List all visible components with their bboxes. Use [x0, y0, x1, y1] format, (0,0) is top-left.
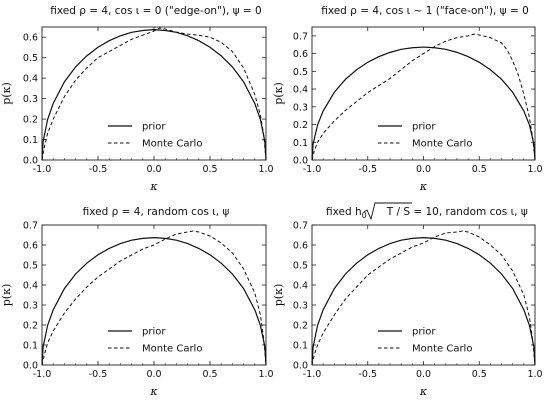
y-tick-label: 0.7	[293, 221, 308, 232]
x-tick-label: 1.0	[258, 369, 273, 380]
y-axis-label: p(κ)	[0, 82, 13, 105]
chart-title: fixed ρ = 4, cos ι = 0 ("edge-on"), ψ = …	[50, 5, 261, 17]
x-tick-label: 1.0	[527, 164, 542, 175]
y-tick-label: 0.3	[23, 301, 38, 312]
y-tick-label: 0.3	[23, 94, 38, 105]
x-tick-label: -0.5	[89, 369, 108, 380]
y-tick-label: 0.0	[23, 156, 38, 167]
title-suffix: = 10, random cos ι, ψ	[410, 206, 528, 218]
x-tick-label: -0.5	[358, 369, 377, 380]
legend-label-prior: prior	[142, 327, 166, 338]
chart-title-text: fixed h0 T / S = 10, random cos ι, ψ	[326, 206, 528, 220]
x-tick-label: -1.0	[303, 164, 322, 175]
x-tick-label: -1.0	[33, 369, 52, 380]
y-tick-label: 0.0	[293, 361, 308, 372]
legend-label-monte-carlo: Monte Carlo	[412, 344, 472, 355]
x-axis-label: κ	[149, 385, 158, 398]
x-tick-label: 0.0	[146, 369, 161, 380]
x-tick-label: 0.5	[472, 369, 487, 380]
y-tick-label: 0.1	[293, 138, 308, 149]
panel-2: fixed ρ = 4, cos ι ~ 1 ("face-on"), ψ = …	[272, 5, 543, 193]
chart-title: fixed h0 T / S = 10, random cos ι, ψ	[326, 202, 528, 221]
y-tick-label: 0.6	[293, 49, 308, 60]
legend: prior Monte Carlo	[378, 327, 472, 355]
y-tick-label: 0.5	[23, 261, 38, 272]
x-tick-label: 0.5	[472, 164, 487, 175]
x-tick-label: -1.0	[303, 369, 322, 380]
x-tick-label: 0.0	[146, 164, 161, 175]
panel-4: fixed h0 T / S = 10, random cos ι, ψ -1.0 -…	[272, 202, 543, 398]
y-axis-label: p(κ)	[0, 284, 13, 307]
y-tick-label: 0.6	[293, 241, 308, 252]
legend: prior Monte Carlo	[108, 122, 202, 150]
series-line-monte-carlo	[311, 230, 536, 366]
panel-1: fixed ρ = 4, cos ι = 0 ("edge-on"), ψ = …	[0, 5, 274, 193]
panel-3: fixed ρ = 4, random cos ι, ψ -1.0 -0.5 0.0 0…	[0, 206, 274, 398]
x-tick-label: -1.0	[33, 164, 52, 175]
chart-title: fixed ρ = 4, cos ι ~ 1 ("face-on"), ψ = …	[321, 5, 529, 17]
x-tick-label: 1.0	[527, 369, 542, 380]
x-tick-label: 0.0	[416, 164, 431, 175]
y-tick-label: 0.5	[293, 67, 308, 78]
x-tick-label: -0.5	[89, 164, 108, 175]
y-tick-label: 0.6	[23, 33, 38, 44]
series-line-prior	[41, 236, 267, 366]
legend: prior Monte Carlo	[378, 122, 472, 150]
legend-label-monte-carlo: Monte Carlo	[142, 344, 202, 355]
y-tick-label: 0.4	[293, 281, 308, 292]
series-line-monte-carlo	[41, 230, 267, 366]
y-tick-label: 0.7	[293, 31, 308, 42]
title-subscript: 0	[362, 211, 367, 220]
x-tick-label: 0.5	[202, 369, 217, 380]
y-tick-label: 0.4	[23, 74, 38, 85]
y-tick-label: 0.3	[293, 102, 308, 113]
y-tick-label: 0.6	[23, 241, 38, 252]
series-line-prior	[41, 29, 267, 161]
title-prefix: fixed h	[326, 206, 362, 218]
legend-label-monte-carlo: Monte Carlo	[142, 139, 202, 150]
y-tick-label: 0.2	[293, 321, 308, 332]
sqrt-radical-sign	[363, 202, 412, 221]
y-tick-label: 0.1	[23, 341, 38, 352]
legend-label-prior: prior	[412, 122, 436, 133]
y-tick-label: 0.0	[293, 156, 308, 167]
y-tick-label: 0.0	[23, 361, 38, 372]
legend-label-prior: prior	[412, 327, 436, 338]
y-tick-label: 0.5	[23, 53, 38, 64]
y-tick-label: 0.5	[293, 261, 308, 272]
chart-title: fixed ρ = 4, random cos ι, ψ	[83, 206, 230, 218]
y-tick-label: 0.1	[23, 135, 38, 146]
x-tick-label: -0.5	[358, 164, 377, 175]
x-axis-label: κ	[149, 180, 158, 193]
y-axis-label: p(κ)	[272, 284, 285, 307]
y-tick-label: 0.4	[293, 85, 308, 96]
y-tick-label: 0.1	[293, 341, 308, 352]
y-axis-label: p(κ)	[272, 82, 285, 105]
y-tick-label: 0.2	[23, 321, 38, 332]
series-line-monte-carlo	[41, 27, 267, 161]
y-tick-label: 0.7	[23, 221, 38, 232]
y-tick-label: 0.2	[23, 115, 38, 126]
x-tick-label: 0.0	[416, 369, 431, 380]
x-tick-label: 1.0	[258, 164, 273, 175]
series-line-prior	[311, 46, 536, 161]
y-tick-label: 0.3	[293, 301, 308, 312]
series-line-monte-carlo	[311, 33, 536, 161]
legend: prior Monte Carlo	[108, 327, 202, 355]
legend-label-prior: prior	[142, 122, 166, 133]
series-line-prior	[311, 236, 536, 366]
y-tick-label: 0.4	[23, 281, 38, 292]
y-tick-label: 0.2	[293, 120, 308, 131]
x-tick-label: 0.5	[202, 164, 217, 175]
title-radicand: T / S	[386, 206, 411, 218]
x-axis-label: κ	[419, 385, 428, 398]
x-axis-label: κ	[419, 180, 428, 193]
legend-label-monte-carlo: Monte Carlo	[412, 139, 472, 150]
